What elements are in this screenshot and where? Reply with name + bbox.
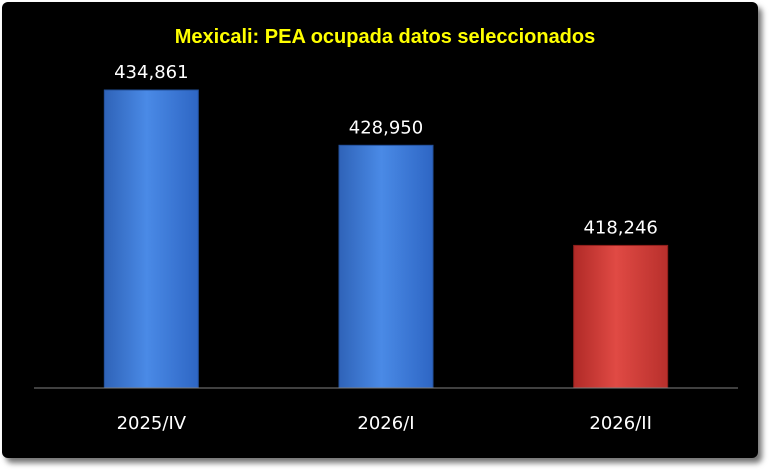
labels-group: 434,861 2025/IV 428,950 2026/I 418,246 2026/I… bbox=[114, 62, 658, 434]
bar-2026/I bbox=[338, 144, 434, 389]
data-label-2025/IV: 434,861 bbox=[114, 62, 188, 83]
bar-2026/II bbox=[573, 244, 669, 389]
x-tick-label-2026/II: 2026/II bbox=[589, 413, 652, 434]
bars-group bbox=[103, 89, 669, 389]
x-tick-label-2026/I: 2026/I bbox=[357, 413, 414, 434]
data-label-2026/I: 428,950 bbox=[349, 117, 423, 138]
bar-2025/IV bbox=[103, 89, 199, 389]
data-label-2026/II: 418,246 bbox=[583, 217, 657, 238]
chart-title: Mexicali: PEA ocupada datos seleccionado… bbox=[175, 26, 596, 48]
x-tick-label-2025/IV: 2025/IV bbox=[117, 413, 187, 434]
